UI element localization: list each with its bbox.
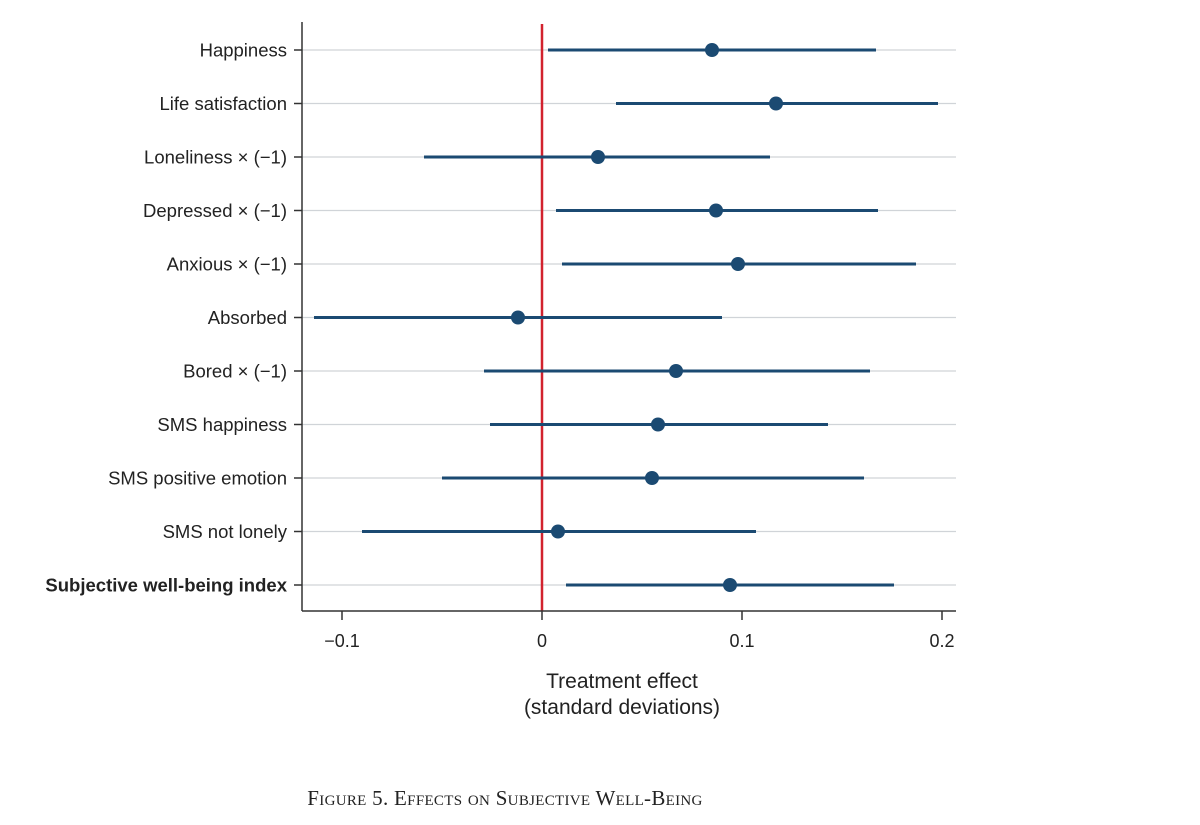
category-label: SMS happiness (157, 414, 287, 435)
category-label: Loneliness × (−1) (144, 147, 287, 168)
point-estimate (669, 364, 683, 378)
point-estimate (769, 96, 783, 111)
axes (294, 22, 956, 620)
point-estimate (645, 471, 659, 485)
category-label: SMS positive emotion (108, 468, 287, 489)
point-estimate (551, 524, 565, 539)
point-estimate (731, 257, 745, 271)
point-estimates (511, 43, 783, 592)
point-estimate (591, 150, 605, 164)
x-tick-label: 0 (537, 631, 547, 651)
x-tick-label: 0.2 (929, 631, 954, 651)
category-label: Life satisfaction (159, 93, 287, 114)
category-labels: Happiness Life satisfaction Loneliness × (… (45, 40, 287, 596)
x-tick-labels: −0.1 0 0.1 0.2 (324, 631, 954, 651)
category-label: Happiness (200, 40, 287, 61)
x-tick-label: 0.1 (729, 631, 754, 651)
category-label: Anxious × (−1) (167, 254, 287, 275)
point-estimate (709, 203, 723, 218)
point-estimate (651, 417, 665, 432)
point-estimate (705, 43, 719, 57)
figure-caption: Figure 5. Effects on Subjective Well-Bei… (307, 786, 703, 810)
category-label: Depressed × (−1) (143, 200, 287, 221)
category-label: SMS not lonely (163, 521, 288, 542)
x-tick-label: −0.1 (324, 631, 360, 651)
point-estimate (723, 578, 737, 592)
point-estimate (511, 310, 525, 325)
x-axis-title-line1: Treatment effect (546, 670, 698, 693)
category-label: Subjective well-being index (45, 575, 287, 596)
category-label: Absorbed (208, 307, 287, 328)
category-label: Bored × (−1) (183, 361, 287, 382)
x-axis-title-line2: (standard deviations) (524, 696, 720, 719)
